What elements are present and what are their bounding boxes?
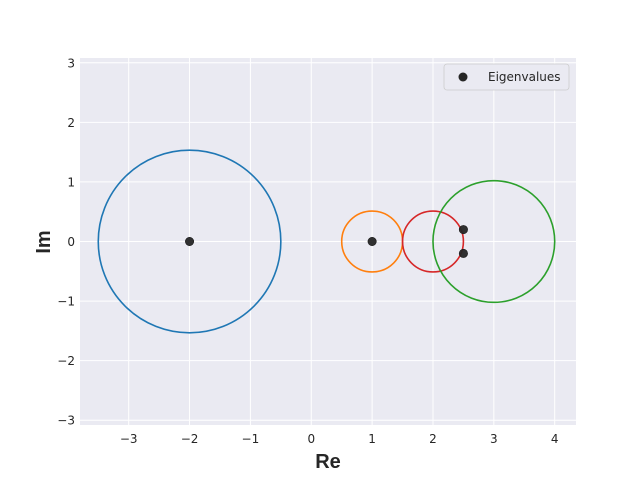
y-tick-label: −1	[57, 295, 75, 309]
x-tick-label: −2	[181, 432, 199, 446]
gershgorin-disc	[432, 179, 556, 304]
y-tick-label: 0	[67, 235, 75, 249]
x-tick-label: 0	[307, 432, 315, 446]
x-tick-label: 2	[429, 432, 437, 446]
y-tick-label: −3	[57, 414, 75, 428]
y-tick-labels: −3 −2 −1 0 1 2 3	[57, 56, 75, 427]
eigenvalue-point	[185, 237, 195, 247]
x-tick-labels: −3 −2 −1 0 1 2 3 4	[120, 432, 559, 446]
y-tick-label: 2	[67, 116, 75, 130]
legend-label-eigenvalues: Eigenvalues	[488, 70, 561, 84]
eigenvalue-points	[185, 225, 468, 258]
eigenvalue-point	[458, 225, 468, 235]
y-tick-label: 3	[67, 56, 75, 70]
y-tick-label: 1	[67, 175, 75, 189]
x-tick-label: −1	[242, 432, 260, 446]
x-tick-label: 3	[490, 432, 498, 446]
gershgorin-disc	[97, 149, 282, 334]
x-tick-label: 4	[551, 432, 559, 446]
legend-box	[443, 63, 570, 91]
x-tick-label: −3	[120, 432, 138, 446]
legend: Eigenvalues	[443, 63, 570, 91]
x-tick-label: 1	[368, 432, 376, 446]
grid-lines	[80, 58, 576, 425]
gershgorin-discs	[97, 149, 556, 334]
legend-marker	[458, 72, 468, 82]
x-axis-label: Re	[315, 451, 341, 473]
y-axis-label: Im	[33, 230, 55, 253]
eigenvalue-point	[458, 248, 468, 258]
y-tick-label: −2	[57, 354, 75, 368]
gershgorin-disc	[401, 210, 465, 273]
eigenvalue-point	[367, 237, 377, 247]
